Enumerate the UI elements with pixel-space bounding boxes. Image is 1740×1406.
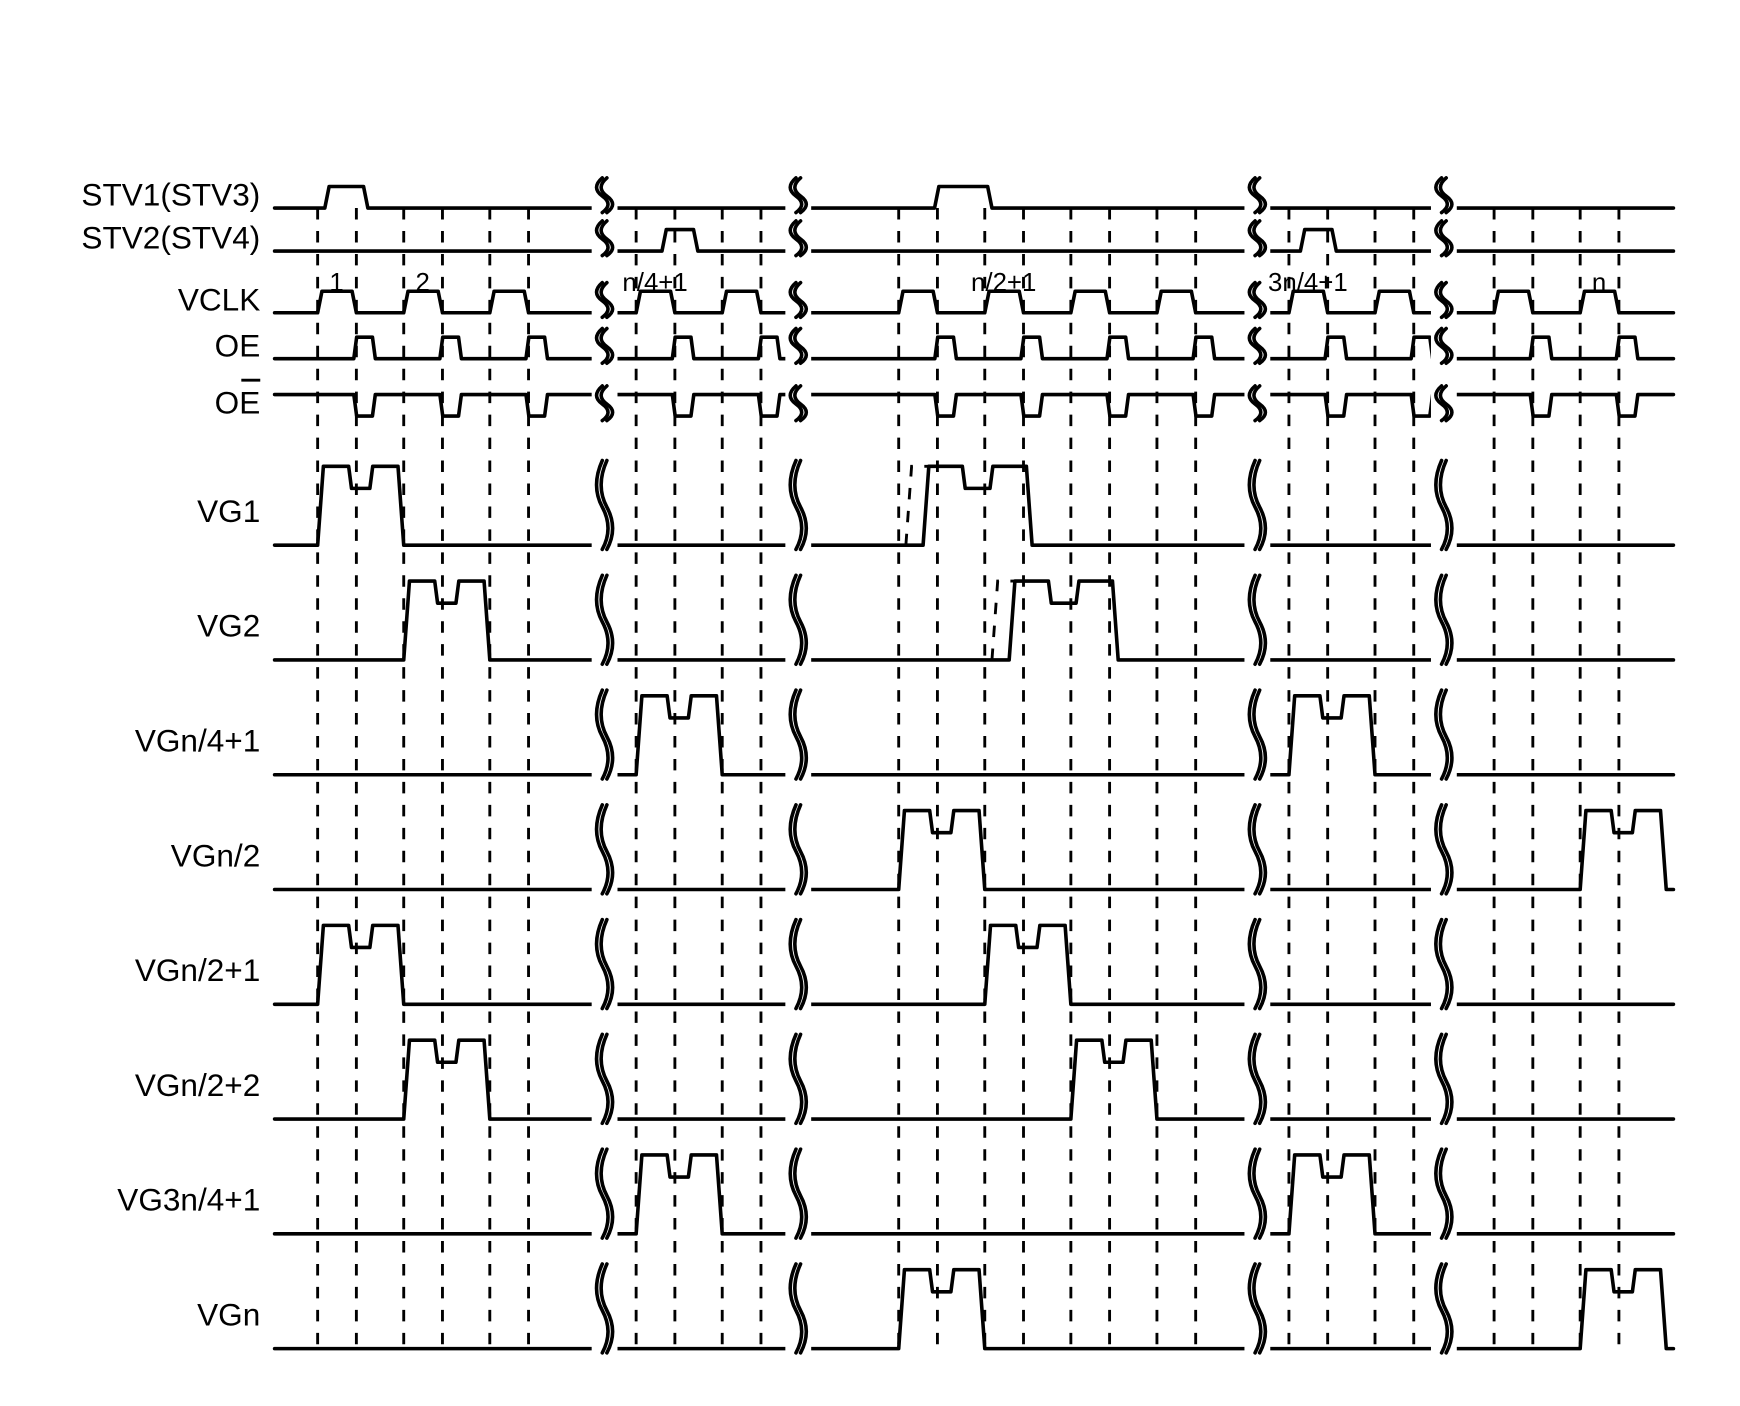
vg3n4p1-label: VG3n/4+1 xyxy=(117,1182,260,1218)
stv2-waveform xyxy=(275,230,1674,252)
vgn-waveform xyxy=(275,1270,1674,1349)
vg1-label: VG1 xyxy=(197,493,260,529)
vg1-waveform xyxy=(275,466,1674,545)
clock-number: 2 xyxy=(415,269,429,297)
vclk-label: VCLK xyxy=(178,281,260,317)
stv1-label: STV1(STV3) xyxy=(81,177,260,213)
vg2-label: VG2 xyxy=(197,608,260,644)
vg2-dashed-edge xyxy=(992,581,1021,660)
oe-label: OE xyxy=(215,327,261,363)
timing-diagram: STV1(STV3) STV2(STV4) VCLK OE OE VG1 VG2 VGn/4+… xyxy=(0,0,1740,1406)
clock-number: n/2+1 xyxy=(971,269,1036,297)
timing-diagram-svg: STV1(STV3) STV2(STV4) VCLK OE OE VG1 VG2 VGn/4+… xyxy=(0,0,1740,1406)
vgn-label: VGn xyxy=(197,1296,260,1332)
oe-waveform xyxy=(275,337,1674,359)
clock-number: n xyxy=(1592,269,1606,297)
stv1-waveform xyxy=(275,187,1674,209)
clock-number: 3n/4+1 xyxy=(1268,269,1348,297)
vg2-waveform xyxy=(275,581,1674,660)
stv2-label: STV2(STV4) xyxy=(81,220,260,256)
vgn2p2-waveform xyxy=(275,1040,1674,1119)
clock-number: 1 xyxy=(329,269,343,297)
vgn2p1-label: VGn/2+1 xyxy=(135,952,260,988)
clock-number: n/4+1 xyxy=(622,269,687,297)
vg1-dashed-edge xyxy=(906,466,935,545)
oe_bar-waveform xyxy=(275,395,1674,417)
vgn4p1-waveform xyxy=(275,696,1674,775)
vgn4p1-label: VGn/4+1 xyxy=(135,723,260,759)
vgn2-label: VGn/2 xyxy=(171,837,260,873)
vg3n4p1-waveform xyxy=(275,1155,1674,1234)
vgn2p2-label: VGn/2+2 xyxy=(135,1067,260,1103)
vgn2-waveform xyxy=(275,811,1674,890)
vgn2p1-waveform xyxy=(275,925,1674,1004)
oe_bar-label: OE xyxy=(215,385,261,421)
